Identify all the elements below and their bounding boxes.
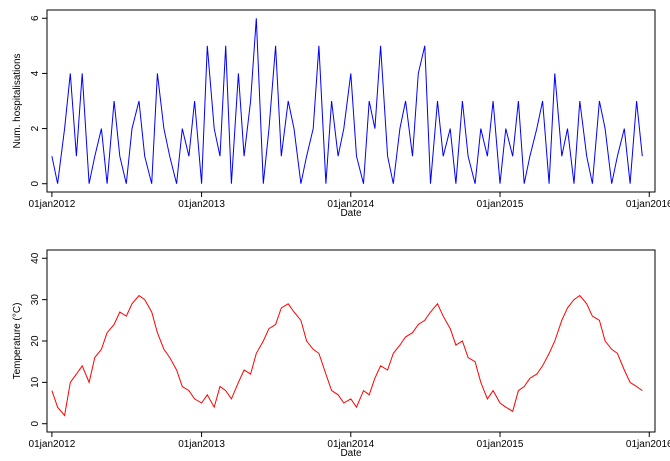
x-tick-label: 01jan2012 (29, 199, 76, 210)
x-tick-label: 01jan2013 (178, 439, 225, 450)
data-line (51, 294, 643, 417)
y-tick-label: 2 (30, 125, 41, 131)
y-tick-label: 0 (30, 421, 41, 427)
y-tick-label: 30 (30, 294, 41, 306)
y-tick-label: 6 (30, 15, 41, 21)
plot-frame (46, 249, 656, 433)
y-axis-label: Temperature (°C) (12, 303, 23, 380)
y-tick-label: 20 (30, 335, 41, 347)
x-axis-label: Date (340, 208, 362, 219)
x-tick-label: 01jan2016 (626, 199, 670, 210)
x-tick-label: 01jan2012 (29, 439, 76, 450)
plot-frame (46, 9, 656, 193)
x-tick-label: 01jan2014 (327, 439, 374, 450)
x-tick-label: 01jan2016 (626, 439, 670, 450)
x-tick-label: 01jan2015 (477, 439, 524, 450)
x-tick-label: 01jan2014 (327, 199, 374, 210)
data-line (51, 18, 643, 184)
y-tick-label: 0 (30, 181, 41, 187)
x-tick-label: 01jan2013 (178, 199, 225, 210)
y-tick-label: 4 (30, 70, 41, 76)
y-tick-label: 40 (30, 252, 41, 264)
x-axis-label: Date (340, 448, 362, 456)
x-tick-label: 01jan2015 (477, 199, 524, 210)
y-axis-label: Num. hospitalisations (12, 53, 23, 148)
y-tick-label: 10 (30, 376, 41, 388)
